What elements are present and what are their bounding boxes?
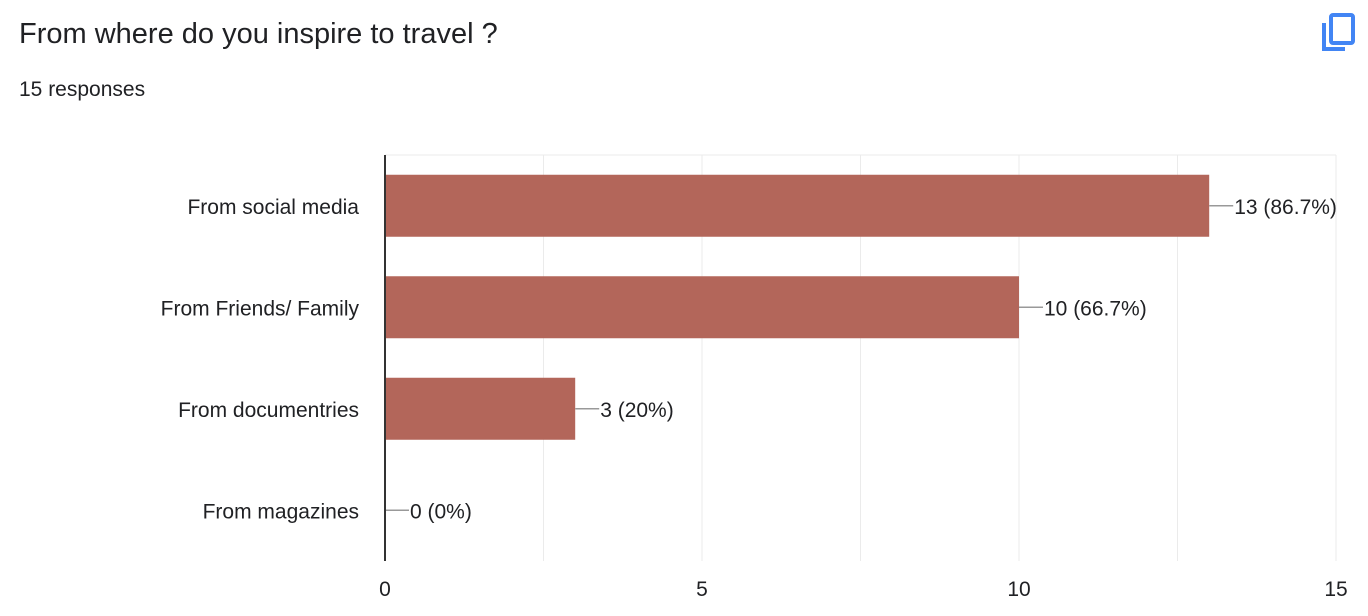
copy-chart-button[interactable] [1314,9,1360,55]
response-count: 15 responses [19,78,146,101]
bar [385,276,1019,339]
category-label: From magazines [203,500,359,523]
category-label: From Friends/ Family [161,297,360,320]
data-label: 10 (66.7%) [1044,297,1147,320]
data-label: 3 (20%) [600,399,674,422]
chart-title: From where do you inspire to travel ? [19,18,498,50]
x-tick-label: 15 [1324,578,1347,601]
category-label: From social media [187,196,359,219]
x-tick-label: 5 [696,578,708,601]
x-tick-label: 0 [379,578,391,601]
data-label: 13 (86.7%) [1234,196,1337,219]
bar [385,174,1210,237]
x-tick-label: 10 [1007,578,1030,601]
bar [385,377,576,440]
data-label: 0 (0%) [410,500,472,523]
copy-icon [1322,13,1355,51]
category-label: From documentries [178,399,359,422]
